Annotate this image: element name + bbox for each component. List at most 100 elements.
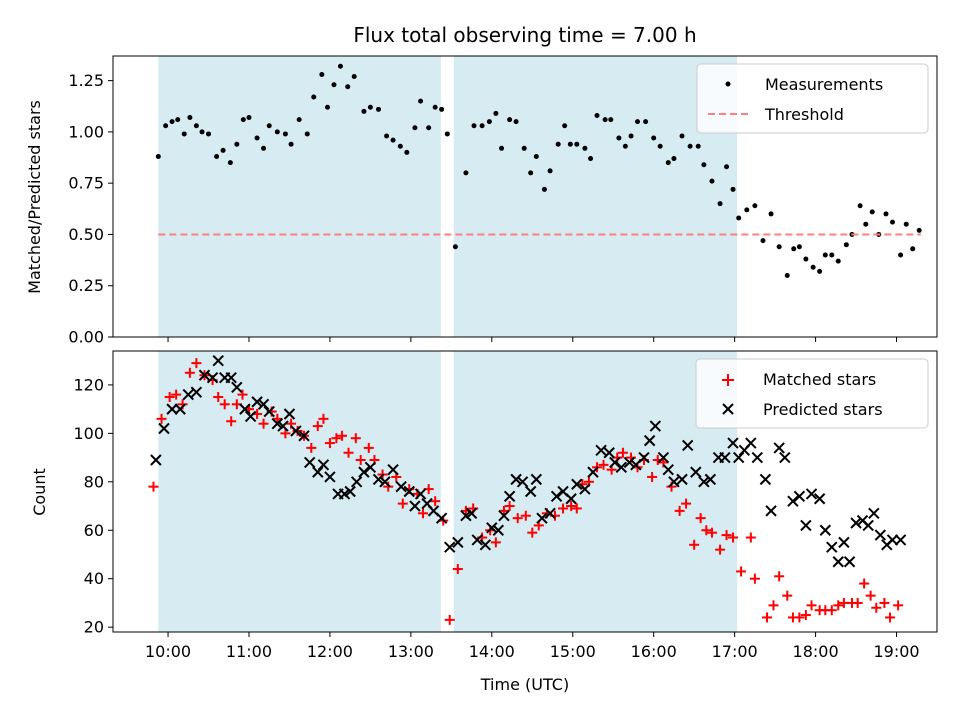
measurements-point-49 — [493, 110, 499, 116]
measurements-point-8 — [199, 129, 205, 135]
measurements-point-19 — [274, 129, 280, 135]
matched-stars-point-69 — [617, 447, 628, 458]
matched-stars-point-31 — [350, 433, 361, 444]
top-y-axis-label: Matched/Predicted stars — [25, 100, 44, 294]
measurements-point-6 — [187, 115, 193, 121]
measurements-point-11 — [220, 147, 226, 153]
predicted-stars-point-64 — [587, 466, 599, 478]
measurements-point-96 — [822, 252, 828, 258]
predicted-stars-point-52 — [503, 490, 516, 503]
measurements-point-15 — [246, 115, 252, 121]
measurements-point-17 — [261, 145, 267, 151]
x-tick-label-8: 17:00 — [712, 642, 758, 661]
predicted-stars-point-45 — [460, 510, 472, 522]
predicted-stars-point-91 — [773, 442, 785, 454]
predicted-stars-point-22 — [298, 430, 310, 442]
measurements-point-84 — [736, 215, 742, 221]
measurements-point-39 — [418, 98, 424, 104]
predicted-stars-point-47 — [471, 534, 483, 546]
matched-stars-point-46 — [452, 564, 463, 575]
measurements-point-51 — [507, 117, 513, 123]
predicted-stars-point-75 — [662, 463, 674, 476]
bottom-axes-frame — [112, 350, 938, 633]
measurements-point-30 — [351, 74, 357, 80]
measurements-point-58 — [555, 141, 561, 147]
predicted-stars-point-63 — [579, 483, 591, 495]
predicted-stars-point-102 — [843, 556, 856, 568]
measurements-point-40 — [426, 125, 432, 131]
predicted-stars-point-67 — [609, 456, 621, 469]
measurements-point-81 — [717, 201, 723, 207]
top-shaded-interval-2 — [453, 56, 738, 337]
predicted-stars-point-59 — [550, 490, 563, 503]
chart-title: Flux total observing time = 7.00 h — [353, 23, 696, 47]
measurements-point-59 — [562, 123, 568, 129]
measurements-point-2 — [163, 123, 169, 129]
predicted-stars-point-107 — [874, 529, 887, 541]
matched-stars-point-27 — [324, 438, 335, 449]
predicted-stars-point-29 — [344, 485, 356, 498]
predicted-stars-point-38 — [409, 500, 421, 512]
x-tick-label-6: 15:00 — [550, 642, 596, 661]
matched-stars-point-32 — [355, 455, 366, 466]
matched-stars-point-103 — [852, 597, 863, 608]
measurements-point-89 — [776, 244, 782, 250]
matched-stars-point-33 — [363, 442, 374, 453]
top-y-tick-label-2: 0.25 — [68, 276, 104, 295]
predicted-stars-point-37 — [403, 485, 415, 498]
matched-stars-point-89 — [762, 612, 773, 623]
predicted-stars-point-31 — [358, 466, 370, 478]
measurements-point-27 — [331, 82, 337, 88]
predicted-stars-point-7 — [198, 369, 211, 381]
predicted-stars-point-18 — [271, 417, 284, 430]
measurements-point-73 — [657, 143, 663, 149]
measurements-point-92 — [796, 244, 802, 250]
bottom-y-tick-label-1: 20 — [84, 618, 104, 637]
predicted-stars-point-44 — [452, 536, 464, 549]
matched-stars-point-36 — [383, 481, 394, 492]
matched-stars-point-56 — [527, 527, 538, 538]
matched-stars-point-6 — [184, 367, 195, 378]
measurements-point-21 — [288, 141, 294, 147]
matched-stars-point-79 — [689, 539, 700, 550]
predicted-stars-point-105 — [862, 519, 874, 532]
matched-stars-point-87 — [745, 532, 756, 543]
legend-predicted-label: Predicted stars — [763, 400, 883, 419]
measurements-point-14 — [240, 117, 246, 123]
measurements-point-26 — [324, 104, 330, 110]
measurements-point-82 — [724, 164, 730, 170]
measurements-point-29 — [345, 84, 351, 90]
matched-stars-point-86 — [736, 566, 747, 577]
predicted-stars-point-109 — [886, 534, 899, 546]
matched-stars-point-11 — [219, 399, 230, 410]
measurements-point-4 — [175, 117, 181, 123]
measurements-point-88 — [768, 211, 774, 217]
predicted-stars-point-6 — [190, 386, 203, 398]
x-tick-label-1: 10:00 — [145, 642, 191, 661]
predicted-stars-point-11 — [225, 371, 237, 384]
predicted-stars-point-32 — [364, 461, 377, 473]
bottom-y-axis-label: Count — [30, 468, 49, 516]
predicted-stars-point-26 — [324, 471, 336, 483]
measurements-point-91 — [791, 246, 797, 252]
predicted-stars-point-55 — [524, 485, 537, 498]
predicted-stars-point-39 — [414, 488, 427, 500]
legend-measurements-label: Measurements — [765, 75, 883, 94]
matched-stars-point-29 — [337, 430, 348, 441]
predicted-stars-point-25 — [317, 459, 330, 471]
measurements-point-38 — [412, 125, 418, 131]
measurements-point-41 — [432, 104, 438, 110]
measurements-point-85 — [744, 207, 750, 213]
predicted-stars-point-14 — [244, 410, 257, 423]
measurements-point-78 — [695, 143, 701, 149]
measurements-point-22 — [296, 117, 302, 123]
measurements-point-34 — [384, 133, 390, 139]
predicted-stars-point-2 — [158, 422, 170, 435]
predicted-stars-point-24 — [312, 466, 324, 478]
bottom-y-tick-label-6: 120 — [73, 375, 104, 394]
predicted-stars-point-23 — [303, 456, 316, 469]
bottom-panel: 20 40 60 80 100 120 10:00 11:00 12:00 13:00 14:00 1… — [30, 350, 938, 694]
matched-stars-point-55 — [520, 510, 531, 521]
measurements-point-55 — [533, 154, 539, 160]
predicted-stars-point-94 — [793, 490, 806, 503]
